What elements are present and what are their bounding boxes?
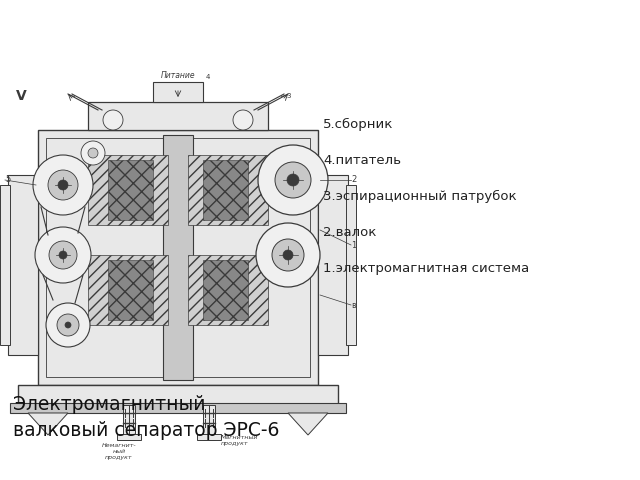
Text: Магнитный
продукт: Магнитный продукт bbox=[221, 435, 259, 446]
Circle shape bbox=[65, 322, 71, 328]
Circle shape bbox=[287, 174, 299, 186]
Circle shape bbox=[49, 241, 77, 269]
Bar bbox=[197, 434, 221, 440]
Circle shape bbox=[57, 314, 79, 336]
Bar bbox=[123, 405, 135, 440]
Text: 1: 1 bbox=[351, 240, 356, 250]
Polygon shape bbox=[188, 155, 268, 225]
Text: 3: 3 bbox=[286, 93, 291, 99]
Bar bbox=[203, 260, 248, 320]
Polygon shape bbox=[28, 413, 68, 435]
Circle shape bbox=[81, 141, 105, 165]
Circle shape bbox=[58, 180, 68, 190]
Circle shape bbox=[258, 145, 328, 215]
Bar bbox=[88, 102, 268, 130]
Circle shape bbox=[275, 162, 311, 198]
Circle shape bbox=[33, 155, 93, 215]
Bar bbox=[108, 260, 153, 320]
Bar bbox=[108, 160, 153, 220]
Bar bbox=[0, 185, 10, 345]
Polygon shape bbox=[88, 155, 168, 225]
Text: Немагнит-
ный
продукт: Немагнит- ный продукт bbox=[102, 443, 136, 460]
Polygon shape bbox=[288, 413, 328, 435]
Circle shape bbox=[233, 110, 253, 130]
Circle shape bbox=[256, 223, 320, 287]
Circle shape bbox=[283, 250, 293, 260]
Bar bbox=[346, 185, 356, 345]
Polygon shape bbox=[88, 255, 168, 325]
Text: в: в bbox=[351, 300, 355, 310]
Circle shape bbox=[48, 170, 78, 200]
Text: 2: 2 bbox=[351, 176, 356, 184]
Circle shape bbox=[103, 110, 123, 130]
Text: Электромагнитный
валковый сепаратор ЭРС-6: Электромагнитный валковый сепаратор ЭРС-… bbox=[13, 395, 279, 440]
Bar bbox=[10, 403, 346, 413]
Text: Питание: Питание bbox=[161, 71, 195, 80]
Bar bbox=[318, 175, 348, 355]
Bar bbox=[117, 434, 141, 440]
Circle shape bbox=[35, 227, 91, 283]
Circle shape bbox=[59, 251, 67, 259]
Text: 4.питатель: 4.питатель bbox=[323, 154, 401, 168]
Bar bbox=[153, 82, 203, 102]
Bar bbox=[38, 130, 318, 385]
Bar bbox=[203, 405, 215, 440]
Bar bbox=[163, 135, 193, 380]
Circle shape bbox=[88, 148, 98, 158]
Bar bbox=[18, 385, 338, 405]
Text: 2.валок: 2.валок bbox=[323, 226, 376, 240]
Bar bbox=[46, 138, 310, 377]
Circle shape bbox=[46, 303, 90, 347]
Text: 3.эспирационный патрубок: 3.эспирационный патрубок bbox=[323, 190, 517, 204]
Bar bbox=[8, 175, 38, 355]
Polygon shape bbox=[188, 255, 268, 325]
Text: 4: 4 bbox=[206, 74, 211, 80]
Bar bbox=[203, 160, 248, 220]
Text: V: V bbox=[16, 89, 27, 103]
Circle shape bbox=[272, 239, 304, 271]
Text: 1.электромагнитная система: 1.электромагнитная система bbox=[323, 262, 529, 276]
Text: 5.сборник: 5.сборник bbox=[323, 118, 394, 132]
Text: 5: 5 bbox=[5, 176, 10, 184]
